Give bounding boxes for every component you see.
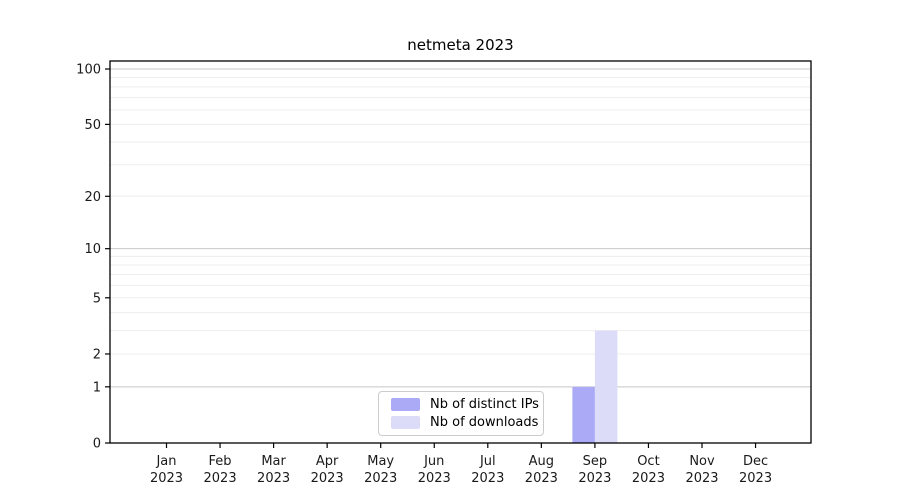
x-tick-label-month: Mar	[261, 454, 286, 469]
legend-item-downloads: Nb of downloads	[386, 415, 539, 430]
x-tick-label-month: Jan	[155, 454, 176, 469]
axis-frame	[109, 60, 812, 444]
y-tick-label: 2	[93, 347, 101, 362]
y-tick-label: 20	[84, 190, 101, 205]
x-tick-label-year: 2023	[418, 471, 451, 486]
x-tick-label-month: Feb	[209, 454, 232, 469]
legend-label-downloads: Nb of downloads	[430, 415, 539, 430]
legend-label-distinct-ips: Nb of distinct IPs	[430, 397, 539, 412]
x-tick-label-month: Aug	[529, 454, 554, 469]
x-tick-label-year: 2023	[257, 471, 290, 486]
x-tick-label-year: 2023	[150, 471, 183, 486]
bar-downloads	[594, 330, 618, 443]
x-tick-label-year: 2023	[578, 471, 611, 486]
x-tick-label-month: Sep	[583, 454, 608, 469]
x-tick-label-month: Nov	[689, 454, 715, 469]
legend-item-distinct-ips: Nb of distinct IPs	[386, 397, 539, 412]
x-tick-label-month: Jul	[479, 454, 496, 469]
y-tick-label: 100	[76, 63, 101, 78]
x-tick-label-year: 2023	[471, 471, 504, 486]
x-tick-label-month: May	[367, 454, 394, 469]
x-tick-label-year: 2023	[525, 471, 558, 486]
y-tick-label: 5	[93, 291, 101, 306]
y-tick-label: 1	[93, 380, 101, 395]
x-tick-label-year: 2023	[311, 471, 344, 486]
chart-title: netmeta 2023	[407, 36, 514, 54]
x-tick-label-year: 2023	[204, 471, 237, 486]
x-tick-label-year: 2023	[739, 471, 772, 486]
bar-distinct-ips	[572, 386, 595, 443]
x-tick-label-year: 2023	[685, 471, 718, 486]
legend-swatch-distinct-ips	[391, 398, 420, 411]
x-tick-label-month: Dec	[743, 454, 768, 469]
x-tick-label-month: Apr	[316, 454, 339, 469]
legend-swatch-downloads	[391, 416, 420, 429]
x-tick-label-year: 2023	[632, 471, 665, 486]
legend: Nb of distinct IPs Nb of downloads	[378, 391, 544, 436]
y-tick-label: 50	[84, 118, 101, 133]
x-tick-label-month: Oct	[637, 454, 659, 469]
y-tick-label: 0	[93, 437, 101, 452]
y-tick-label: 10	[84, 242, 101, 257]
x-tick-label-year: 2023	[364, 471, 397, 486]
x-tick-label-month: Jun	[423, 454, 444, 469]
